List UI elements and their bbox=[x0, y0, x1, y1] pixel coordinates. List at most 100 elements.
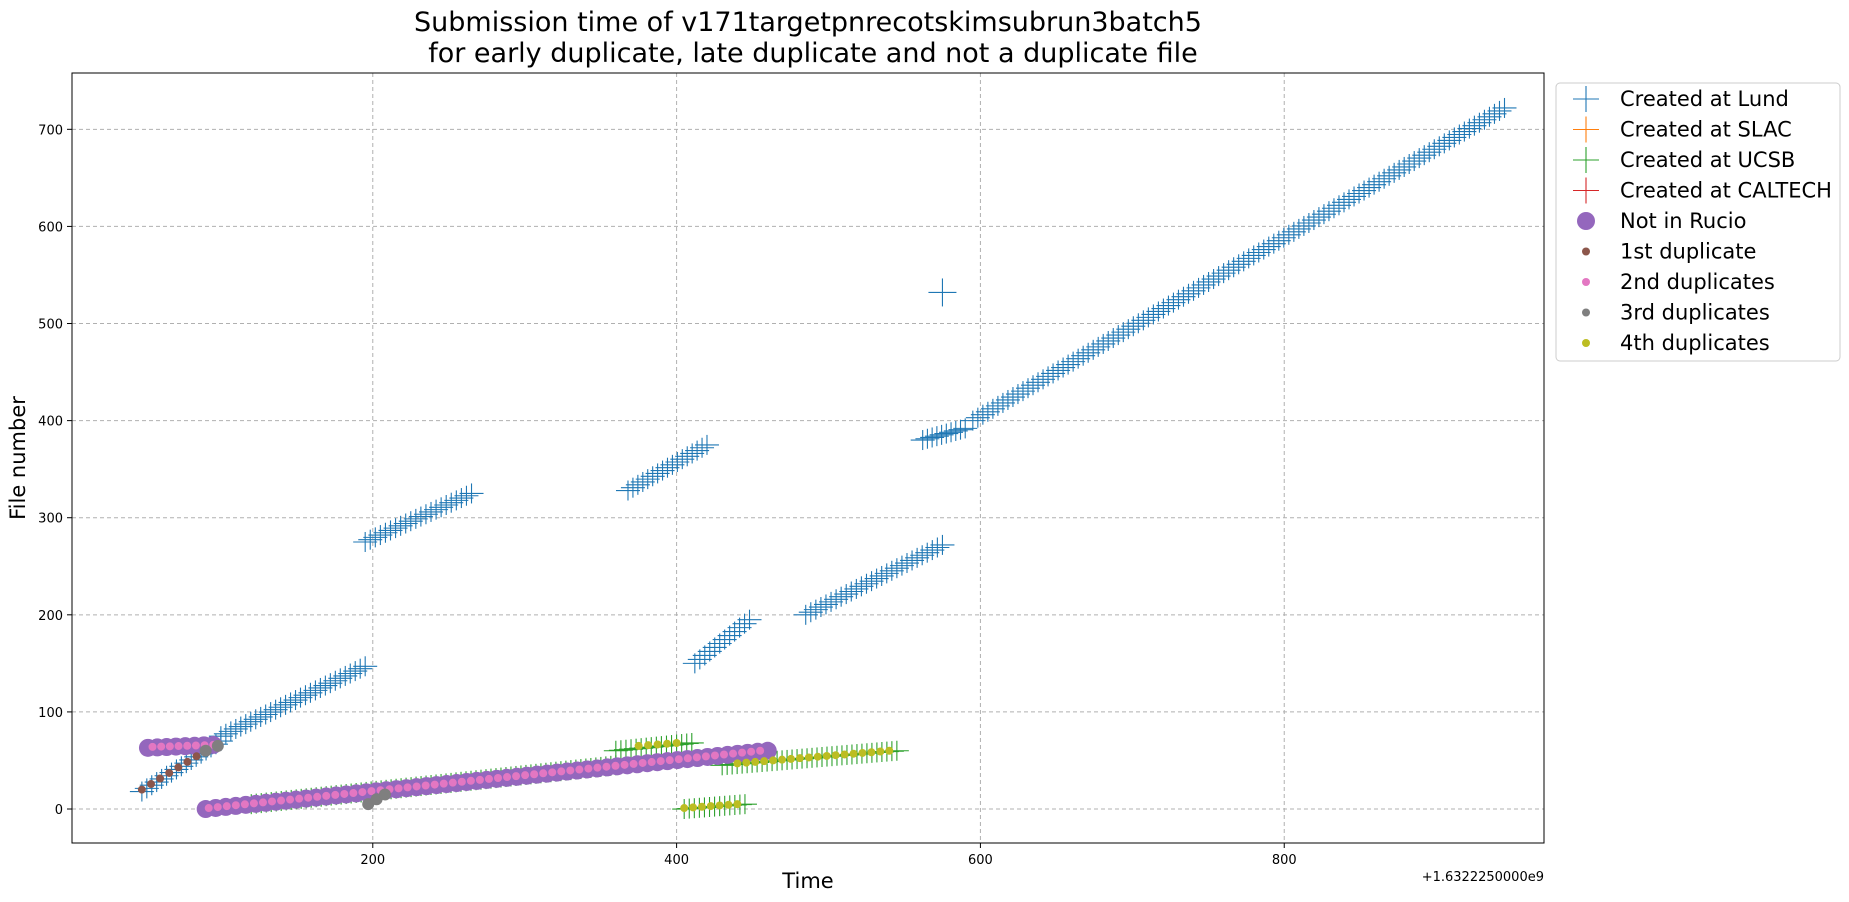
data-point bbox=[318, 673, 343, 694]
plot-frame bbox=[71, 72, 1545, 844]
data-point bbox=[1066, 348, 1091, 369]
data-point bbox=[1096, 330, 1121, 351]
data-point bbox=[493, 773, 502, 782]
legend-item: Not in Rucio bbox=[1577, 209, 1746, 233]
data-point bbox=[233, 714, 258, 735]
data-point bbox=[854, 573, 879, 594]
data-point bbox=[1402, 151, 1427, 172]
data-point bbox=[924, 426, 949, 447]
data-point bbox=[943, 420, 968, 441]
data-point bbox=[258, 702, 283, 723]
data-point bbox=[965, 407, 990, 428]
data-point bbox=[348, 658, 373, 679]
data-point bbox=[689, 803, 698, 812]
data-point bbox=[822, 751, 831, 760]
data-point bbox=[910, 430, 935, 451]
data-point bbox=[1136, 307, 1161, 328]
data-point bbox=[313, 675, 338, 696]
data-point bbox=[1291, 215, 1316, 236]
data-point bbox=[328, 668, 353, 689]
data-point bbox=[980, 398, 1005, 419]
data-point bbox=[367, 787, 376, 796]
data-point bbox=[900, 550, 925, 571]
data-point bbox=[1271, 227, 1296, 248]
data-point bbox=[204, 804, 213, 813]
data-point bbox=[680, 443, 705, 464]
legend-label: 4th duplicates bbox=[1620, 331, 1770, 355]
data-point bbox=[1276, 224, 1301, 245]
data-point bbox=[363, 527, 388, 548]
data-point bbox=[769, 756, 778, 765]
data-point bbox=[258, 798, 267, 807]
data-point bbox=[874, 563, 899, 584]
data-point bbox=[1076, 342, 1101, 363]
data-point bbox=[813, 594, 838, 615]
data-point bbox=[340, 789, 349, 798]
y-tick-label: 0 bbox=[55, 803, 63, 818]
data-point bbox=[1036, 366, 1061, 387]
data-point bbox=[995, 389, 1020, 410]
data-point bbox=[894, 553, 919, 574]
data-point bbox=[1005, 384, 1030, 405]
data-point bbox=[1266, 230, 1291, 251]
data-point bbox=[663, 739, 672, 748]
data-point bbox=[630, 471, 655, 492]
data-point bbox=[1126, 313, 1151, 334]
data-point bbox=[1041, 363, 1066, 384]
data-point bbox=[697, 641, 722, 662]
data-point bbox=[429, 497, 454, 518]
data-point bbox=[1342, 186, 1367, 207]
y-tick-label: 600 bbox=[38, 220, 63, 235]
data-point bbox=[960, 410, 985, 431]
data-point bbox=[634, 741, 643, 750]
data-point bbox=[248, 706, 273, 727]
legend-item: Created at SLAC bbox=[1573, 116, 1792, 143]
data-point bbox=[819, 591, 844, 612]
data-point bbox=[1281, 221, 1306, 242]
data-point bbox=[1171, 286, 1196, 307]
data-point bbox=[268, 697, 293, 718]
legend-label: 3rd duplicates bbox=[1620, 301, 1770, 325]
data-point bbox=[786, 754, 795, 763]
data-point bbox=[680, 804, 689, 813]
data-point bbox=[876, 747, 885, 756]
data-point bbox=[1146, 301, 1171, 322]
data-point bbox=[1241, 245, 1266, 266]
data-point bbox=[706, 802, 715, 811]
data-point bbox=[165, 768, 174, 777]
data-point bbox=[1166, 289, 1191, 310]
data-point bbox=[459, 483, 484, 504]
data-point bbox=[692, 645, 717, 666]
data-point bbox=[910, 545, 935, 566]
data-point bbox=[548, 768, 557, 777]
legend-marker-plus bbox=[1573, 177, 1599, 204]
data-point bbox=[1397, 153, 1422, 174]
data-point bbox=[249, 799, 258, 808]
data-point bbox=[1131, 310, 1156, 331]
data-point bbox=[575, 765, 584, 774]
legend-label: Created at SLAC bbox=[1620, 118, 1792, 142]
data-point bbox=[1021, 375, 1046, 396]
data-point bbox=[615, 480, 640, 501]
data-point bbox=[412, 782, 421, 791]
data-point bbox=[191, 741, 200, 750]
data-point bbox=[1251, 239, 1276, 260]
data-point bbox=[747, 747, 756, 756]
data-point bbox=[732, 613, 757, 634]
data-point bbox=[1417, 142, 1442, 163]
x-tick-label: 800 bbox=[1272, 853, 1297, 868]
data-point bbox=[1246, 242, 1271, 263]
data-point bbox=[839, 581, 864, 602]
data-point bbox=[712, 629, 737, 650]
data-point bbox=[1196, 271, 1221, 292]
data-point bbox=[1261, 233, 1286, 254]
data-point bbox=[1372, 168, 1397, 189]
legend-marker-plus bbox=[1573, 116, 1599, 143]
data-point bbox=[1111, 322, 1136, 343]
data-point bbox=[1427, 136, 1452, 157]
data-point bbox=[293, 685, 318, 706]
data-point bbox=[915, 542, 940, 563]
data-point bbox=[867, 748, 876, 757]
data-point bbox=[665, 452, 690, 473]
data-point bbox=[211, 739, 224, 752]
